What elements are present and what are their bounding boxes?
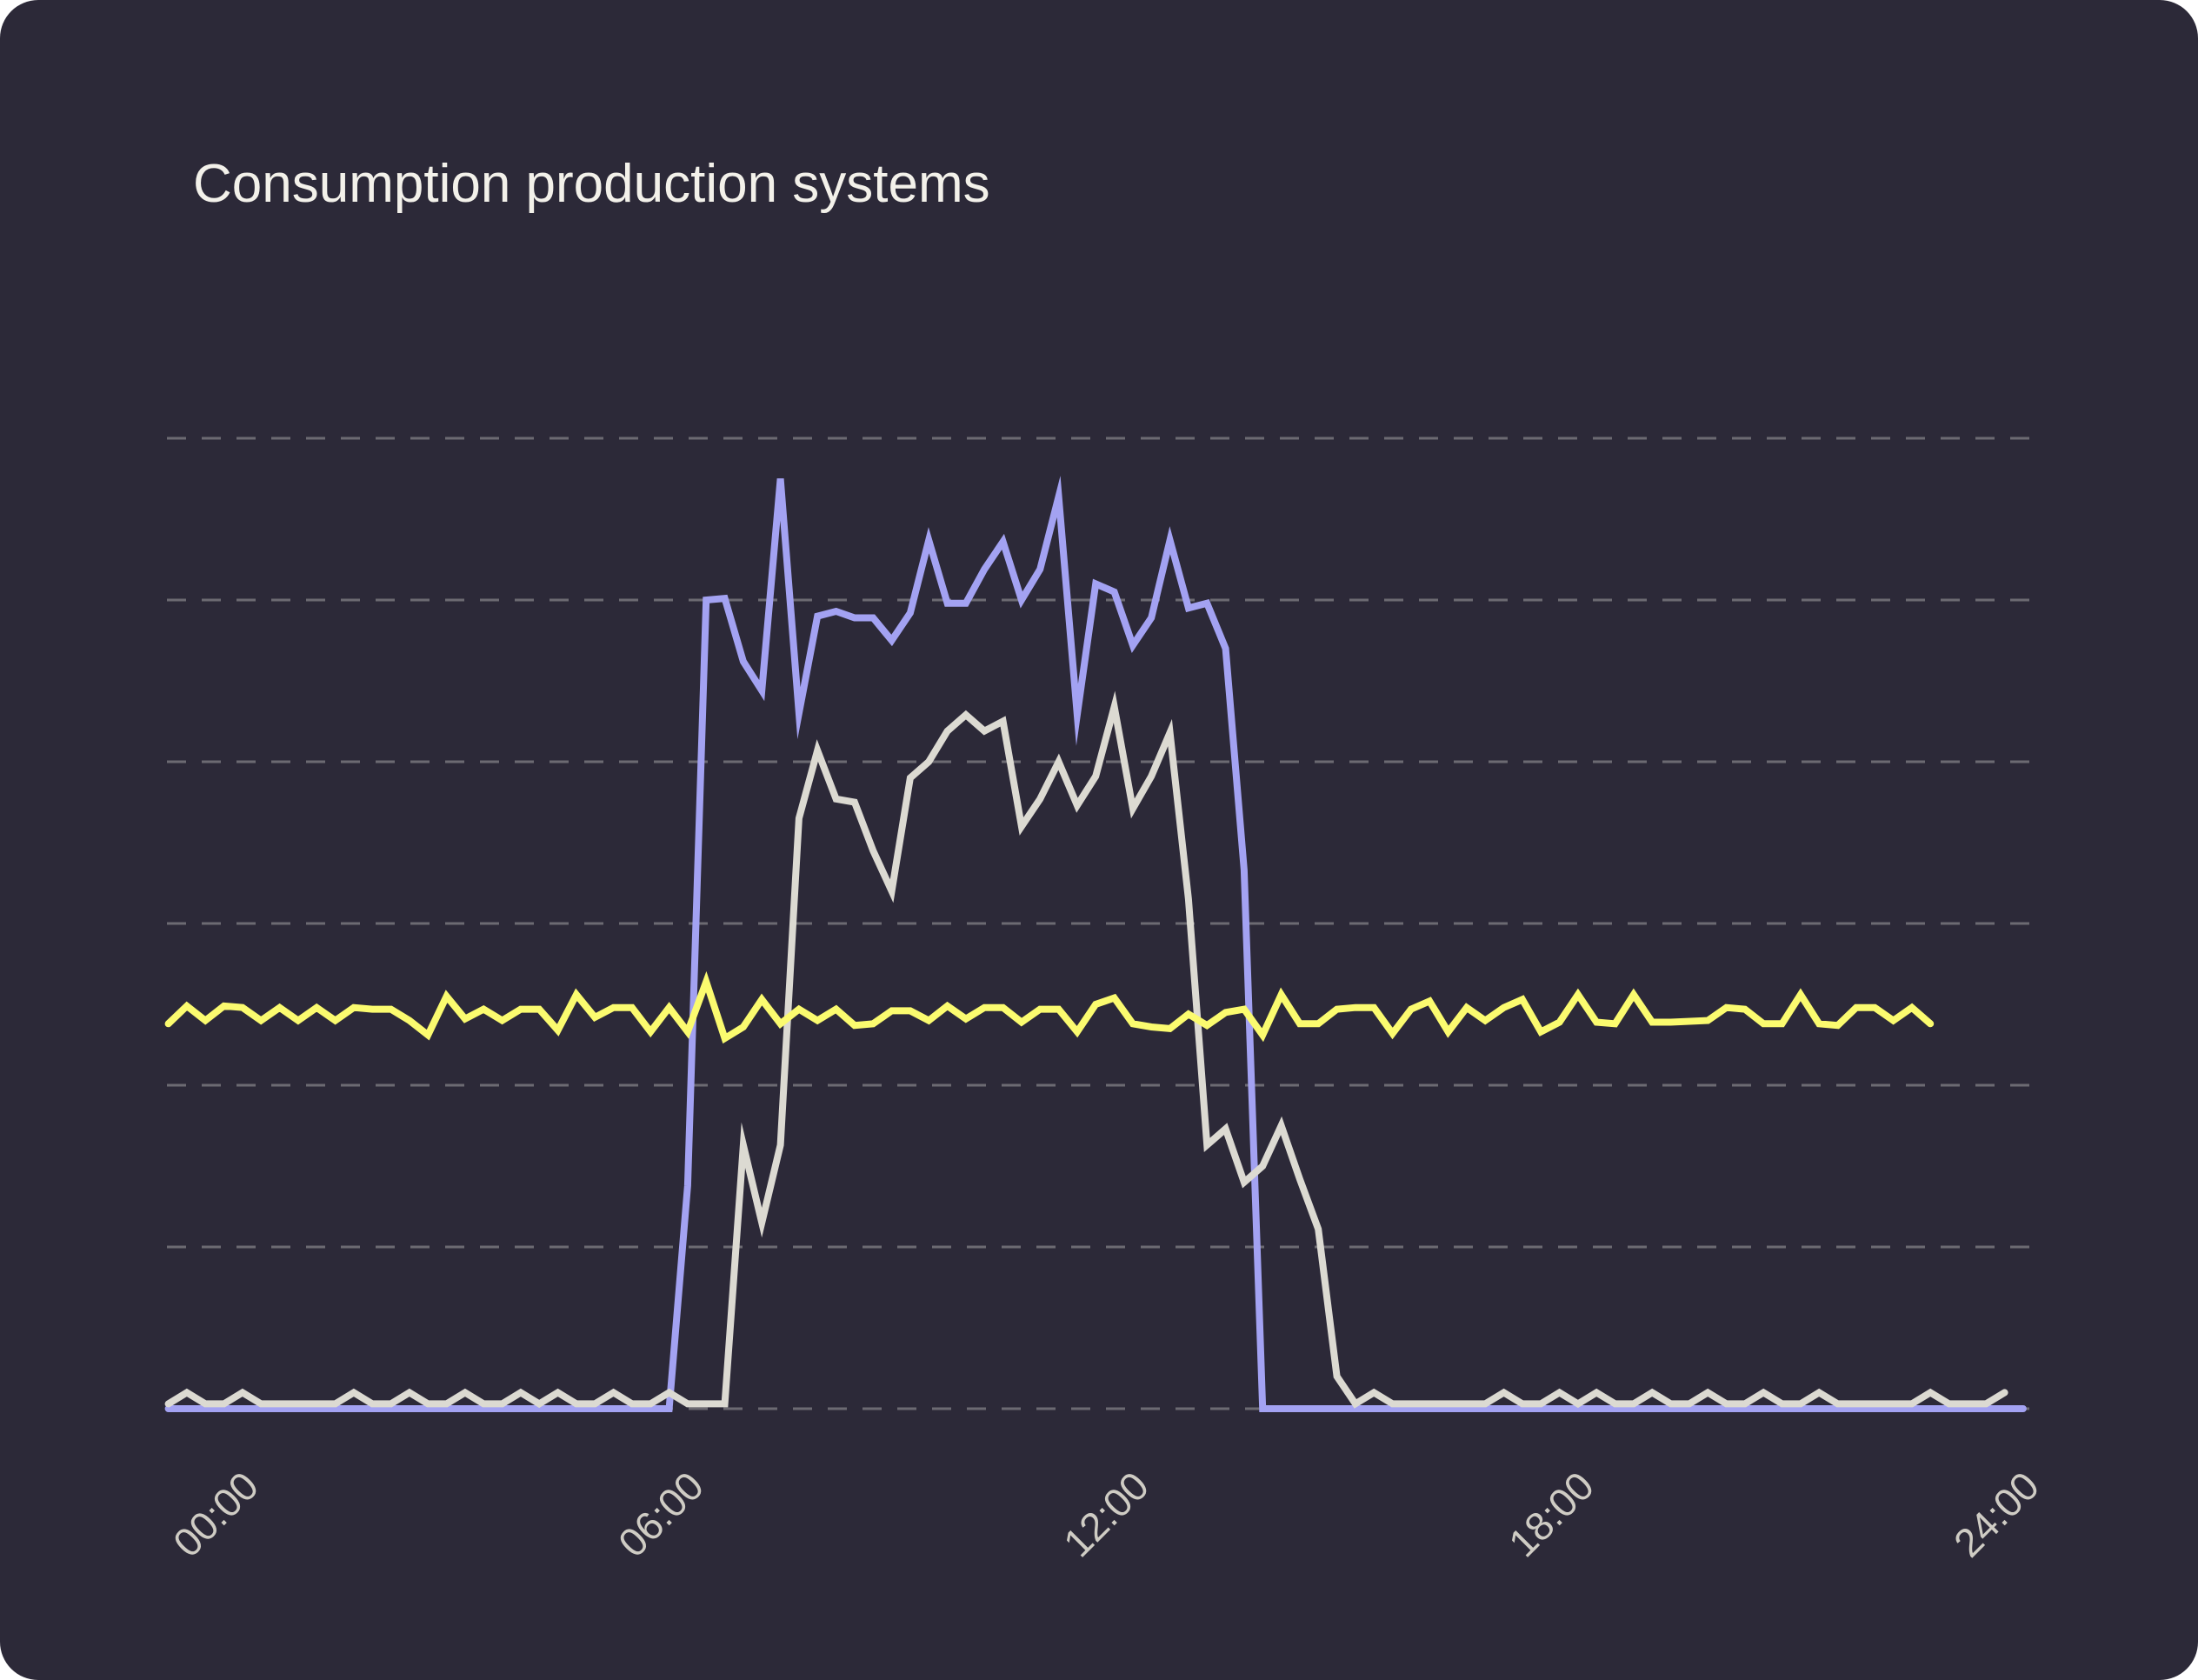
x-tick-label: 18:00	[1500, 1463, 1602, 1565]
x-tick-label: 06:00	[609, 1463, 712, 1565]
series-lines	[164, 476, 2027, 1412]
x-tick-label: 24:00	[1945, 1463, 2048, 1565]
chart-title: Consumption production systems	[193, 154, 990, 214]
series-line-1	[164, 476, 2027, 1412]
series-line-3	[164, 970, 1935, 1044]
x-tick-label: 12:00	[1055, 1463, 1157, 1565]
x-axis-ticks: 00:00 06:00 12:00 18:00 24:00	[164, 1463, 2048, 1565]
series-line-2	[164, 690, 2008, 1409]
x-tick-label: 00:00	[164, 1463, 267, 1565]
